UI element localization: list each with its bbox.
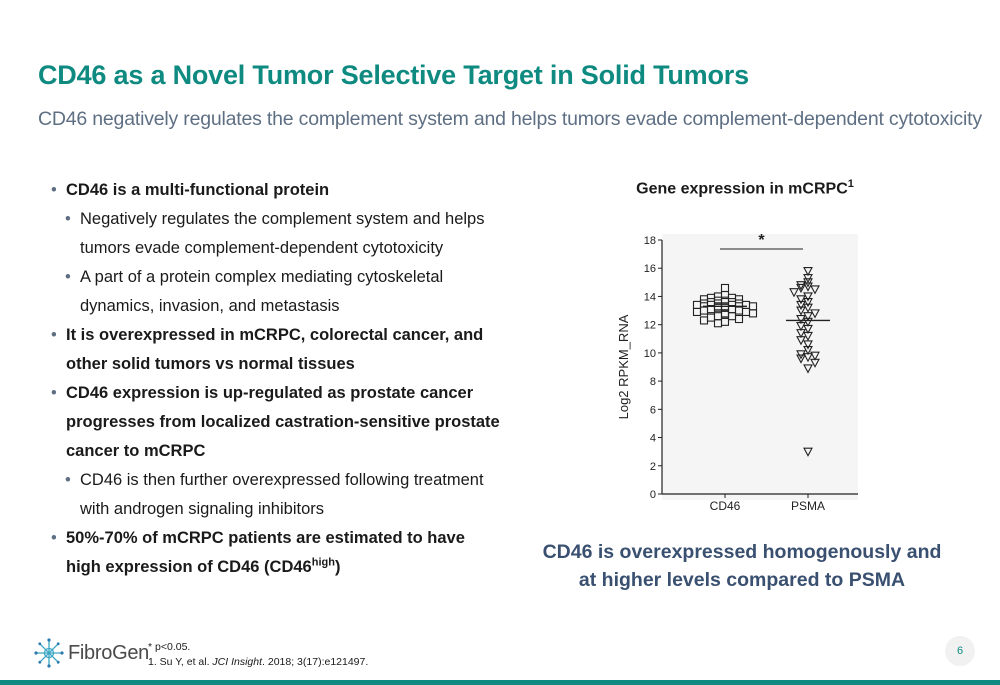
cd46-point [748, 309, 758, 318]
y-tick-label: 6 [650, 404, 656, 416]
psma-point [803, 353, 813, 363]
bullet-list: CD46 is a multi-functional protein Negati… [50, 176, 500, 582]
psma-point [789, 288, 799, 298]
ref-suffix: . 2018; 3(17):e121497. [262, 656, 369, 668]
bullet-text: Negatively regulates the complement syst… [80, 210, 485, 257]
significance-marker: * [758, 232, 765, 249]
y-tick-label: 0 [650, 489, 656, 501]
cd46-point [734, 314, 744, 324]
chart-title-text: Gene expression in mCRPC [636, 180, 848, 198]
callout-text: CD46 is overexpressed homogenously and a… [530, 538, 954, 594]
callout-line-2: at higher levels compared to PSMA [578, 569, 906, 591]
page-number-badge: 6 [945, 636, 975, 666]
x-tick-label: PSMA [791, 499, 825, 513]
bullet-text: CD46 expression is up-regulated as prost… [66, 384, 500, 460]
psma-point [796, 354, 806, 364]
bullet-item: It is overexpressed in mCRPC, colorectal… [50, 321, 500, 379]
fibrogen-logo-icon [34, 638, 64, 668]
bottom-accent-bar [0, 680, 1000, 685]
psma-point [796, 283, 806, 294]
psma-point [803, 292, 813, 302]
psma-point [796, 300, 806, 311]
scatter-chart: 0 2 4 6 8 10 12 14 16 18 Log2 RPKM_RNA CD46 PSMA * [616, 232, 858, 513]
bullet-text: It is overexpressed in mCRPC, colorectal… [66, 326, 484, 373]
x-tick-label: CD46 [710, 499, 741, 513]
y-tick-label: 18 [644, 235, 656, 247]
psma-point [796, 281, 806, 291]
psma-point [803, 364, 813, 374]
bullet-superscript: high [311, 556, 335, 569]
y-tick-label: 14 [644, 291, 656, 303]
slide-title: CD46 as a Novel Tumor Selective Target i… [38, 60, 749, 90]
bullet-item: CD46 is a multi-functional protein [50, 176, 500, 205]
bullet-text: CD46 is a multi-functional protein [66, 181, 330, 199]
bullet-item: CD46 expression is up-regulated as prost… [50, 379, 500, 466]
ref-prefix: 1. Su Y, et al. [148, 656, 213, 668]
sub-bullet-item: CD46 is then further overexpressed follo… [50, 466, 500, 524]
company-logo: FibroGen [34, 638, 149, 668]
y-tick-label: 8 [650, 376, 656, 388]
y-tick-label: 16 [644, 263, 656, 275]
sub-bullet-item: A part of a protein complex mediating cy… [50, 263, 500, 321]
plot-background [662, 234, 858, 500]
y-tick-label: 2 [650, 461, 656, 473]
slide-subtitle: CD46 negatively regulates the complement… [38, 108, 982, 130]
psma-point [803, 303, 813, 313]
psma-point [803, 340, 813, 350]
psma-point [810, 285, 820, 295]
logo-text: FibroGen [68, 641, 149, 664]
y-axis-label: Log2 RPKM_RNA [616, 314, 631, 419]
psma-point [803, 298, 813, 308]
psma-point [803, 266, 813, 277]
psma-point [803, 324, 813, 335]
psma-point [803, 447, 813, 457]
bullet-item: 50%-70% of mCRPC patients are estimated … [50, 524, 500, 582]
psma-point [796, 336, 806, 346]
chart-title: Gene expression in mCRPC1 [600, 178, 890, 198]
y-tick-label: 4 [650, 433, 656, 445]
psma-point [810, 309, 820, 319]
psma-point [796, 306, 806, 316]
footnote-reference: 1. Su Y, et al. JCI Insight. 2018; 3(17)… [148, 655, 368, 670]
cd46-point [713, 319, 723, 328]
psma-point [810, 358, 820, 368]
psma-point [796, 322, 806, 332]
bullet-suffix: ) [334, 558, 341, 576]
psma-point [803, 282, 813, 292]
psma-point [796, 295, 806, 305]
psma-point [796, 329, 806, 339]
y-tick-label: 12 [644, 320, 656, 332]
footnotes: * p<0.05. 1. Su Y, et al. JCI Insight. 2… [148, 640, 368, 670]
y-tick-label: 10 [644, 348, 656, 360]
sub-bullet-item: Negatively regulates the complement syst… [50, 205, 500, 263]
bullet-text: A part of a protein complex mediating cy… [80, 268, 444, 315]
cd46-point [699, 316, 709, 325]
psma-point [803, 346, 813, 356]
bullet-text: CD46 is then further overexpressed follo… [80, 471, 484, 518]
footnote-significance: * p<0.05. [148, 641, 191, 653]
psma-point [803, 312, 813, 322]
bullet-text: 50%-70% of mCRPC patients are estimated … [66, 529, 465, 576]
psma-point [803, 331, 813, 342]
psma-point [803, 317, 813, 328]
callout-line-1: CD46 is overexpressed homogenously and [542, 541, 942, 563]
psma-point [796, 314, 806, 325]
ref-journal: JCI Insight [212, 656, 263, 668]
chart-title-footnote-ref: 1 [847, 178, 854, 190]
cd46-point [692, 307, 702, 317]
psma-point [810, 351, 820, 361]
